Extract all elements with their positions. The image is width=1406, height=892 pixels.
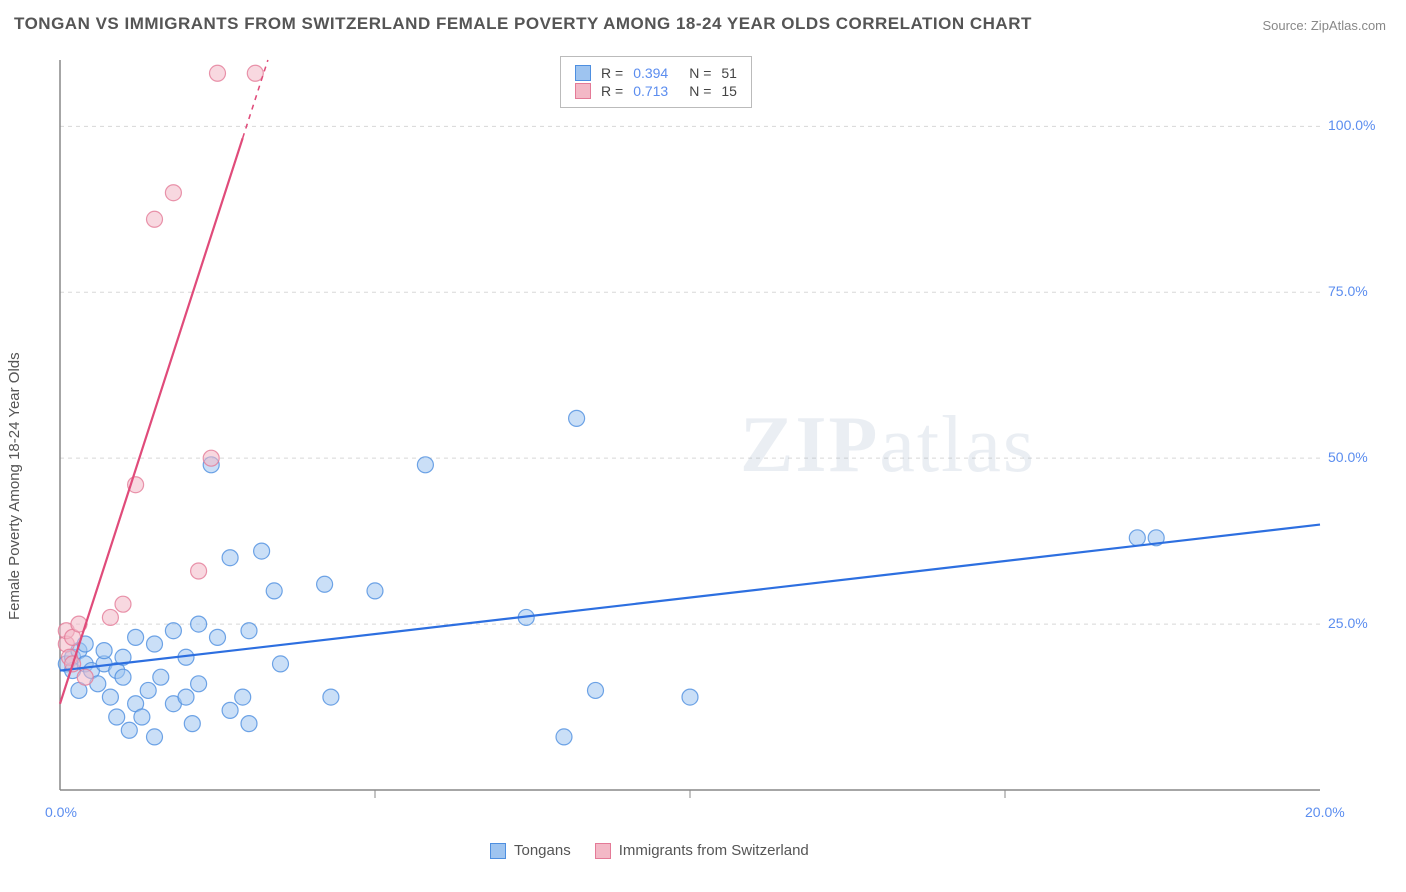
legend-item: Immigrants from Switzerland <box>595 842 809 859</box>
series-swatch <box>575 83 591 99</box>
scatter-chart-svg <box>50 50 1380 830</box>
x-tick-label: 20.0% <box>1305 804 1345 820</box>
stat-r-label: R = <box>601 65 623 81</box>
y-axis-label: Female Poverty Among 18-24 Year Olds <box>6 352 23 620</box>
stat-r-label: R = <box>601 83 623 99</box>
series-swatch <box>575 65 591 81</box>
legend-swatch <box>490 843 506 859</box>
series-legend: Tongans Immigrants from Switzerland <box>490 842 809 859</box>
legend-item: Tongans <box>490 842 571 859</box>
stats-row: R = 0.394 N = 51 <box>575 65 737 81</box>
stat-r-value: 0.713 <box>633 83 679 99</box>
plot-area <box>50 50 1380 830</box>
legend-label: Immigrants from Switzerland <box>619 842 809 859</box>
stat-n-value: 15 <box>721 83 737 99</box>
y-tick-label: 50.0% <box>1328 449 1368 465</box>
stat-n-value: 51 <box>721 65 737 81</box>
y-tick-label: 75.0% <box>1328 283 1368 299</box>
x-tick-label: 0.0% <box>45 804 77 820</box>
y-tick-label: 100.0% <box>1328 117 1375 133</box>
stat-n-label: N = <box>689 65 711 81</box>
chart-title: TONGAN VS IMMIGRANTS FROM SWITZERLAND FE… <box>14 14 1032 34</box>
y-tick-label: 25.0% <box>1328 615 1368 631</box>
legend-label: Tongans <box>514 842 571 859</box>
correlation-stats-box: R = 0.394 N = 51 R = 0.713 N = 15 <box>560 56 752 108</box>
stats-row: R = 0.713 N = 15 <box>575 83 737 99</box>
stat-r-value: 0.394 <box>633 65 679 81</box>
stat-n-label: N = <box>689 83 711 99</box>
source-attribution: Source: ZipAtlas.com <box>1262 18 1386 33</box>
legend-swatch <box>595 843 611 859</box>
